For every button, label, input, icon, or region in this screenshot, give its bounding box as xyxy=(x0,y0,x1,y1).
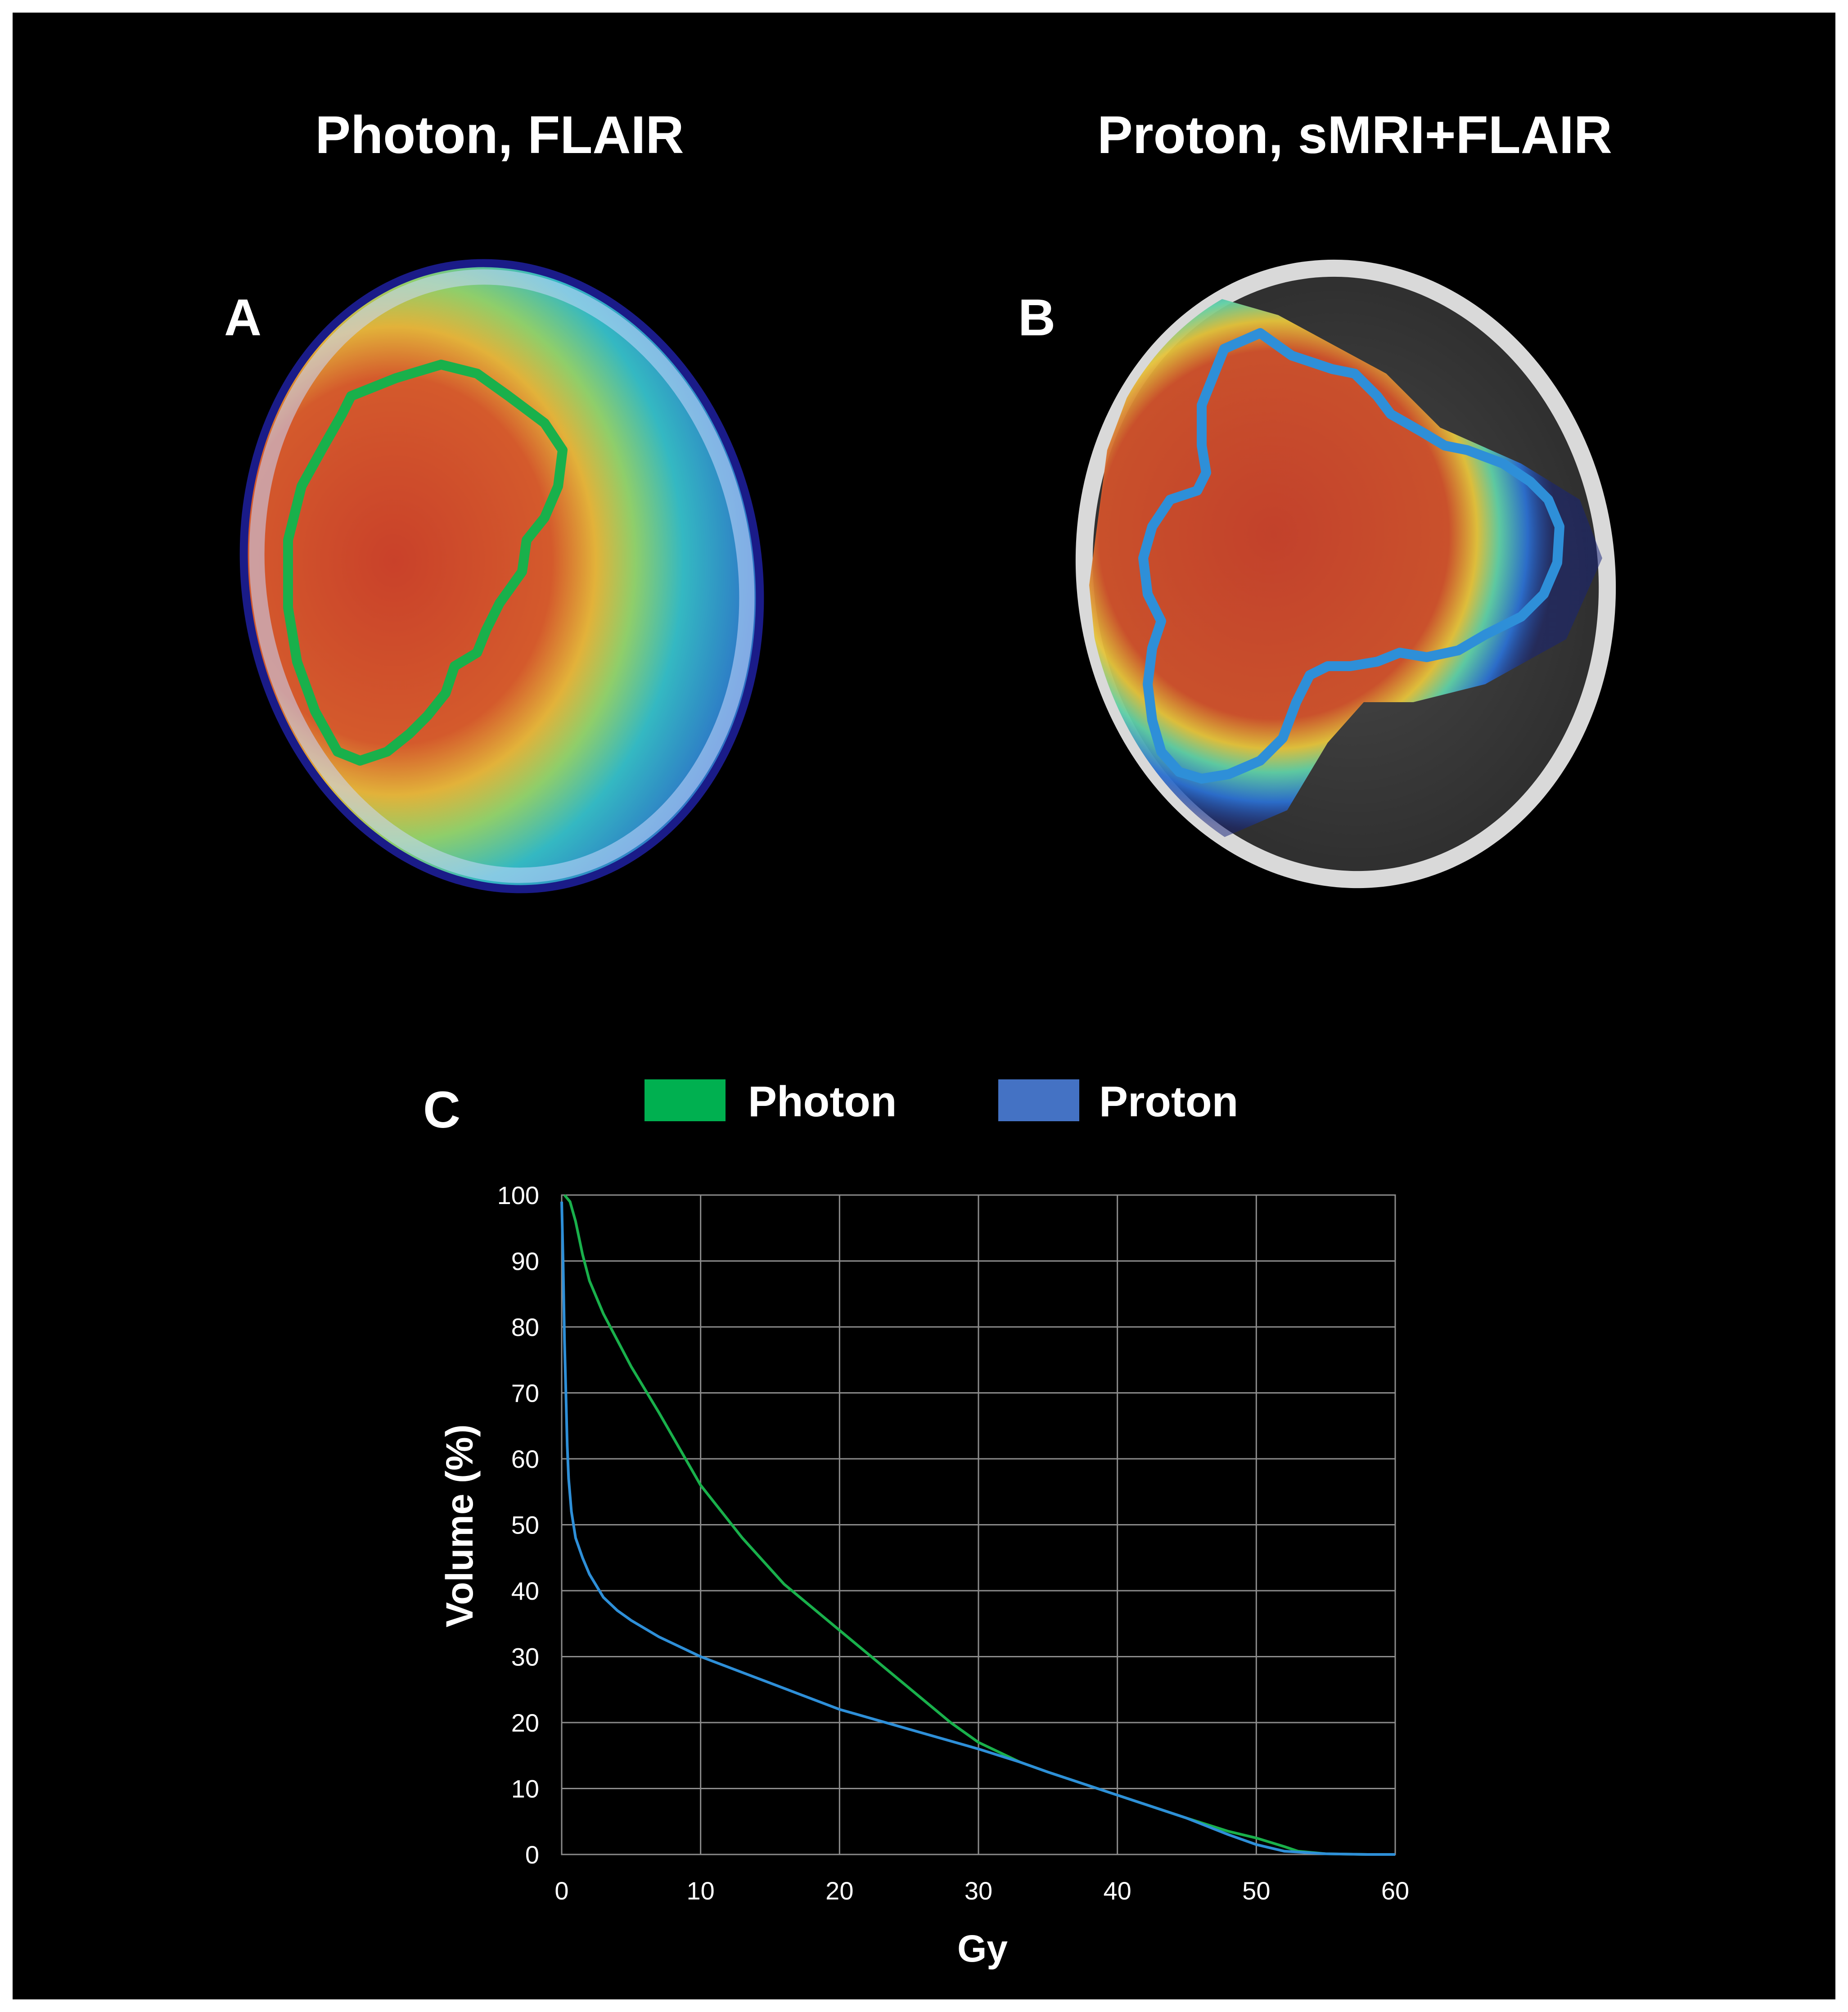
series-line-photon xyxy=(563,1194,1395,1856)
x-tick-label: 20 xyxy=(825,1877,853,1905)
x-tick-label: 10 xyxy=(687,1877,715,1905)
panel-a: Photon, FLAIR A xyxy=(224,105,788,900)
x-tick-label: 30 xyxy=(965,1877,992,1905)
y-tick-label: 30 xyxy=(511,1643,539,1671)
y-tick-label: 0 xyxy=(525,1841,539,1869)
x-tick-label: 40 xyxy=(1104,1877,1131,1905)
panel-a-title: Photon, FLAIR xyxy=(315,105,684,165)
y-tick-label: 100 xyxy=(497,1181,539,1209)
y-tick-label: 40 xyxy=(511,1577,539,1605)
series-line-proton xyxy=(560,1201,1395,1856)
y-tick-label: 70 xyxy=(511,1379,539,1407)
x-tick-label: 0 xyxy=(554,1877,568,1905)
legend-photon-label: Photon xyxy=(748,1078,897,1126)
legend-photon-swatch xyxy=(645,1079,726,1121)
panel-c-label: C xyxy=(423,1081,460,1139)
photon-dose-map xyxy=(225,248,788,900)
panel-b-label: B xyxy=(1018,289,1055,347)
panel-a-label: A xyxy=(224,289,261,347)
photon-target-contour xyxy=(283,360,568,766)
legend-proton-label: Proton xyxy=(1099,1078,1238,1126)
y-tick-labels: 0 10 20 30 40 50 60 70 80 90 100 xyxy=(497,1181,539,1869)
y-tick-label: 90 xyxy=(511,1247,539,1276)
y-tick-label: 10 xyxy=(511,1775,539,1803)
y-tick-label: 20 xyxy=(511,1709,539,1737)
x-tick-label: 60 xyxy=(1381,1877,1409,1905)
x-tick-labels: 0 10 20 30 40 50 60 xyxy=(554,1877,1409,1905)
panel-b-title: Proton, sMRI+FLAIR xyxy=(1097,105,1612,165)
x-axis-label: Gy xyxy=(957,1927,1008,1970)
y-axis-label: Volume (%) xyxy=(438,1424,481,1627)
chart-series xyxy=(560,1194,1395,1856)
x-tick-label: 50 xyxy=(1242,1877,1270,1905)
chart-legend: Photon Proton xyxy=(645,1078,1238,1126)
y-tick-label: 60 xyxy=(511,1445,539,1473)
y-tick-label: 80 xyxy=(511,1313,539,1341)
proton-target-contour xyxy=(1138,328,1564,784)
proton-dose-map xyxy=(1075,259,1616,889)
legend-proton-swatch xyxy=(998,1079,1079,1121)
y-tick-label: 50 xyxy=(511,1511,539,1539)
chart-grid xyxy=(561,1194,1396,1855)
panel-b: Proton, sMRI+FLAIR B xyxy=(1018,105,1616,889)
